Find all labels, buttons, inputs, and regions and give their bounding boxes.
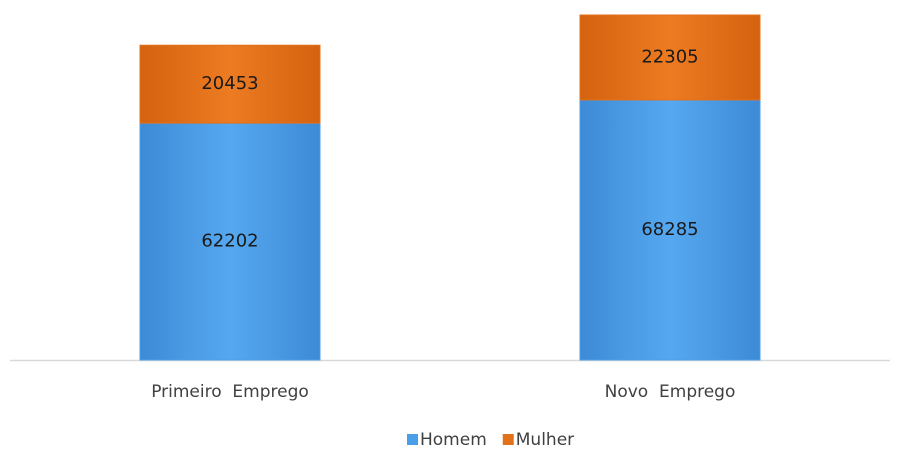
data-label: 20453 bbox=[201, 73, 258, 94]
legend-swatch bbox=[407, 434, 418, 445]
data-label: 62202 bbox=[201, 231, 258, 252]
x-tick-label: Novo Emprego bbox=[605, 382, 736, 402]
data-label: 68285 bbox=[641, 219, 698, 240]
bar-segment bbox=[579, 99, 761, 361]
legend-swatch bbox=[502, 434, 514, 445]
bar-segment bbox=[139, 122, 321, 361]
legend-label: Mulher bbox=[516, 430, 574, 450]
x-tick-label: Primeiro Emprego bbox=[151, 382, 309, 402]
data-label: 22305 bbox=[641, 46, 698, 67]
bar-segment bbox=[579, 14, 761, 101]
legend-label: Homem bbox=[420, 430, 487, 450]
bar-segment bbox=[139, 44, 321, 124]
